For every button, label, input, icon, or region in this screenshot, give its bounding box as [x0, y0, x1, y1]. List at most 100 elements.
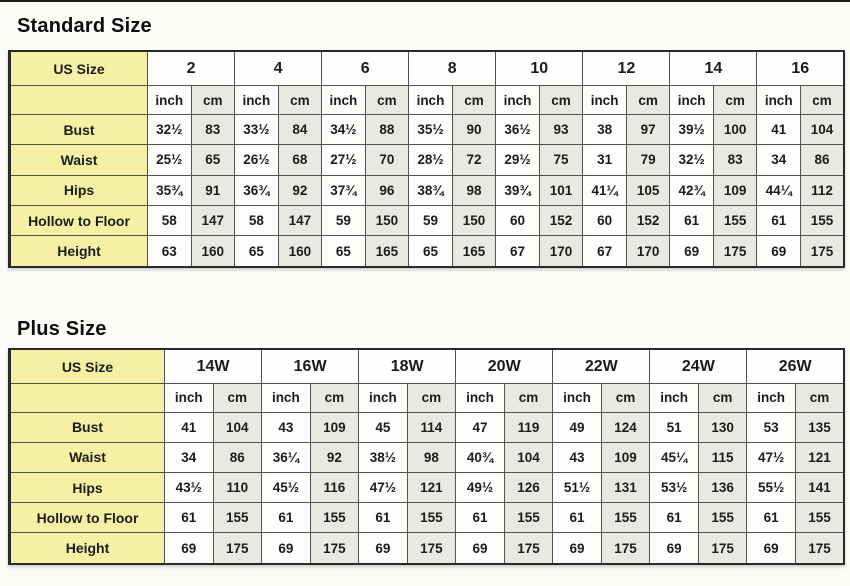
value-cell: 61 [746, 502, 796, 534]
value-cell: 44¼ [756, 174, 801, 206]
value-cell: 69 [552, 532, 602, 565]
unit-header-cm: cm [406, 383, 457, 413]
measurement-label-hollow-to-floor: Hollow to Floor [9, 204, 148, 237]
measurement-label-height: Height [9, 235, 148, 268]
value-cell: 60 [582, 204, 627, 237]
value-cell: 34½ [321, 113, 366, 146]
value-cell: 170 [538, 235, 584, 268]
value-cell: 61 [455, 502, 505, 534]
measurement-label-bust: Bust [9, 411, 165, 443]
size-header-14: 14 [669, 50, 758, 87]
value-cell: 155 [712, 204, 758, 237]
value-cell: 60 [495, 204, 540, 237]
value-cell: 100 [712, 113, 758, 146]
unit-header-cm: cm [503, 383, 554, 413]
value-cell: 83 [712, 144, 758, 176]
value-cell: 83 [190, 113, 236, 146]
unit-header-inch: inch [582, 85, 627, 115]
value-cell: 55½ [746, 471, 796, 504]
value-cell: 47½ [746, 441, 796, 473]
value-cell: 175 [309, 532, 360, 565]
size-header-10: 10 [495, 50, 584, 87]
value-cell: 69 [649, 532, 699, 565]
unit-header-cm: cm [212, 383, 263, 413]
value-cell: 36¼ [261, 441, 311, 473]
size-header-18w: 18W [358, 348, 457, 385]
standard-size-title: Standard Size [17, 15, 152, 37]
us-size-corner-label: US Size [9, 348, 165, 385]
value-cell: 61 [669, 204, 714, 237]
units-row-label-spacer [9, 85, 148, 115]
value-cell: 59 [408, 204, 453, 237]
size-header-8: 8 [408, 50, 497, 87]
unit-header-inch: inch [234, 85, 279, 115]
value-cell: 58 [234, 204, 279, 237]
unit-header-inch: inch [669, 85, 714, 115]
value-cell: 38¾ [408, 174, 453, 206]
measurement-label-waist: Waist [9, 441, 165, 473]
value-cell: 67 [495, 235, 540, 268]
value-cell: 49 [552, 411, 602, 443]
size-header-16: 16 [756, 50, 845, 87]
size-header-20w: 20W [455, 348, 554, 385]
unit-header-cm: cm [451, 85, 497, 115]
value-cell: 38½ [358, 441, 408, 473]
value-cell: 42¾ [669, 174, 714, 206]
value-cell: 165 [364, 235, 410, 268]
value-cell: 69 [746, 532, 796, 565]
value-cell: 90 [451, 113, 497, 146]
value-cell: 53 [746, 411, 796, 443]
value-cell: 92 [277, 174, 323, 206]
value-cell: 34 [756, 144, 801, 176]
value-cell: 29½ [495, 144, 540, 176]
value-cell: 150 [451, 204, 497, 237]
value-cell: 45 [358, 411, 408, 443]
unit-header-cm: cm [277, 85, 323, 115]
value-cell: 175 [212, 532, 263, 565]
unit-header-inch: inch [649, 383, 699, 413]
value-cell: 69 [164, 532, 214, 565]
value-cell: 68 [277, 144, 323, 176]
value-cell: 65 [190, 144, 236, 176]
value-cell: 34 [164, 441, 214, 473]
value-cell: 115 [697, 441, 748, 473]
value-cell: 93 [538, 113, 584, 146]
unit-header-cm: cm [538, 85, 584, 115]
value-cell: 45½ [261, 471, 311, 504]
value-cell: 63 [147, 235, 192, 268]
value-cell: 155 [212, 502, 263, 534]
value-cell: 92 [309, 441, 360, 473]
value-cell: 25½ [147, 144, 192, 176]
unit-header-inch: inch [495, 85, 540, 115]
value-cell: 175 [712, 235, 758, 268]
value-cell: 47½ [358, 471, 408, 504]
value-cell: 32½ [147, 113, 192, 146]
value-cell: 130 [697, 411, 748, 443]
value-cell: 116 [309, 471, 360, 504]
measurement-label-hips: Hips [9, 471, 165, 504]
value-cell: 59 [321, 204, 366, 237]
size-header-6: 6 [321, 50, 410, 87]
unit-header-cm: cm [799, 85, 845, 115]
value-cell: 119 [503, 411, 554, 443]
value-cell: 32½ [669, 144, 714, 176]
value-cell: 53½ [649, 471, 699, 504]
size-header-26w: 26W [746, 348, 845, 385]
value-cell: 45¼ [649, 441, 699, 473]
value-cell: 175 [406, 532, 457, 565]
value-cell: 155 [503, 502, 554, 534]
value-cell: 165 [451, 235, 497, 268]
value-cell: 152 [538, 204, 584, 237]
plus-size-title: Plus Size [17, 318, 107, 340]
value-cell: 155 [799, 204, 845, 237]
value-cell: 43½ [164, 471, 214, 504]
unit-header-inch: inch [552, 383, 602, 413]
value-cell: 155 [406, 502, 457, 534]
value-cell: 175 [503, 532, 554, 565]
size-header-12: 12 [582, 50, 671, 87]
value-cell: 155 [697, 502, 748, 534]
value-cell: 147 [190, 204, 236, 237]
value-cell: 39¾ [495, 174, 540, 206]
value-cell: 65 [321, 235, 366, 268]
value-cell: 49½ [455, 471, 505, 504]
